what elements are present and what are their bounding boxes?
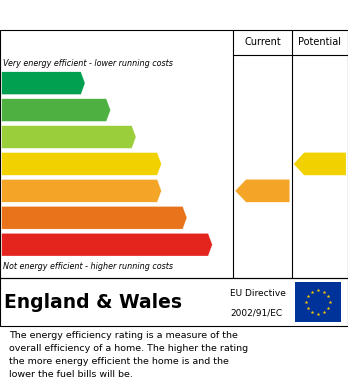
Text: E: E [148,184,157,197]
Text: (39-54): (39-54) [5,188,34,194]
Text: Not energy efficient - higher running costs: Not energy efficient - higher running co… [3,262,174,271]
Text: A: A [70,77,80,90]
Text: EU Directive: EU Directive [230,289,286,298]
Text: (92-100): (92-100) [5,80,39,86]
Text: C: C [122,131,132,143]
Polygon shape [2,179,161,202]
Text: (21-38): (21-38) [5,215,34,221]
Text: Energy Efficiency Rating: Energy Efficiency Rating [14,7,235,23]
Text: Very energy efficient - lower running costs: Very energy efficient - lower running co… [3,59,173,68]
Polygon shape [2,126,136,148]
Text: G: G [197,238,208,251]
Polygon shape [2,72,85,95]
Polygon shape [2,233,212,256]
Text: Potential: Potential [298,38,341,47]
Polygon shape [294,152,346,175]
Text: 65: 65 [311,158,328,170]
Text: F: F [173,211,182,224]
Text: England & Wales: England & Wales [4,292,182,312]
Text: (55-68): (55-68) [5,161,35,167]
Text: 2002/91/EC: 2002/91/EC [230,308,282,317]
Text: B: B [96,104,106,117]
Text: The energy efficiency rating is a measure of the
overall efficiency of a home. T: The energy efficiency rating is a measur… [9,331,248,379]
Text: D: D [146,158,157,170]
Polygon shape [2,152,161,175]
Text: Current: Current [244,38,281,47]
Polygon shape [2,99,111,121]
Text: (81-91): (81-91) [5,107,34,113]
Polygon shape [235,179,290,202]
Text: (69-80): (69-80) [5,134,35,140]
Bar [295,282,341,322]
Polygon shape [2,206,187,229]
Text: 50: 50 [254,184,271,197]
Text: (1-20): (1-20) [5,242,29,248]
